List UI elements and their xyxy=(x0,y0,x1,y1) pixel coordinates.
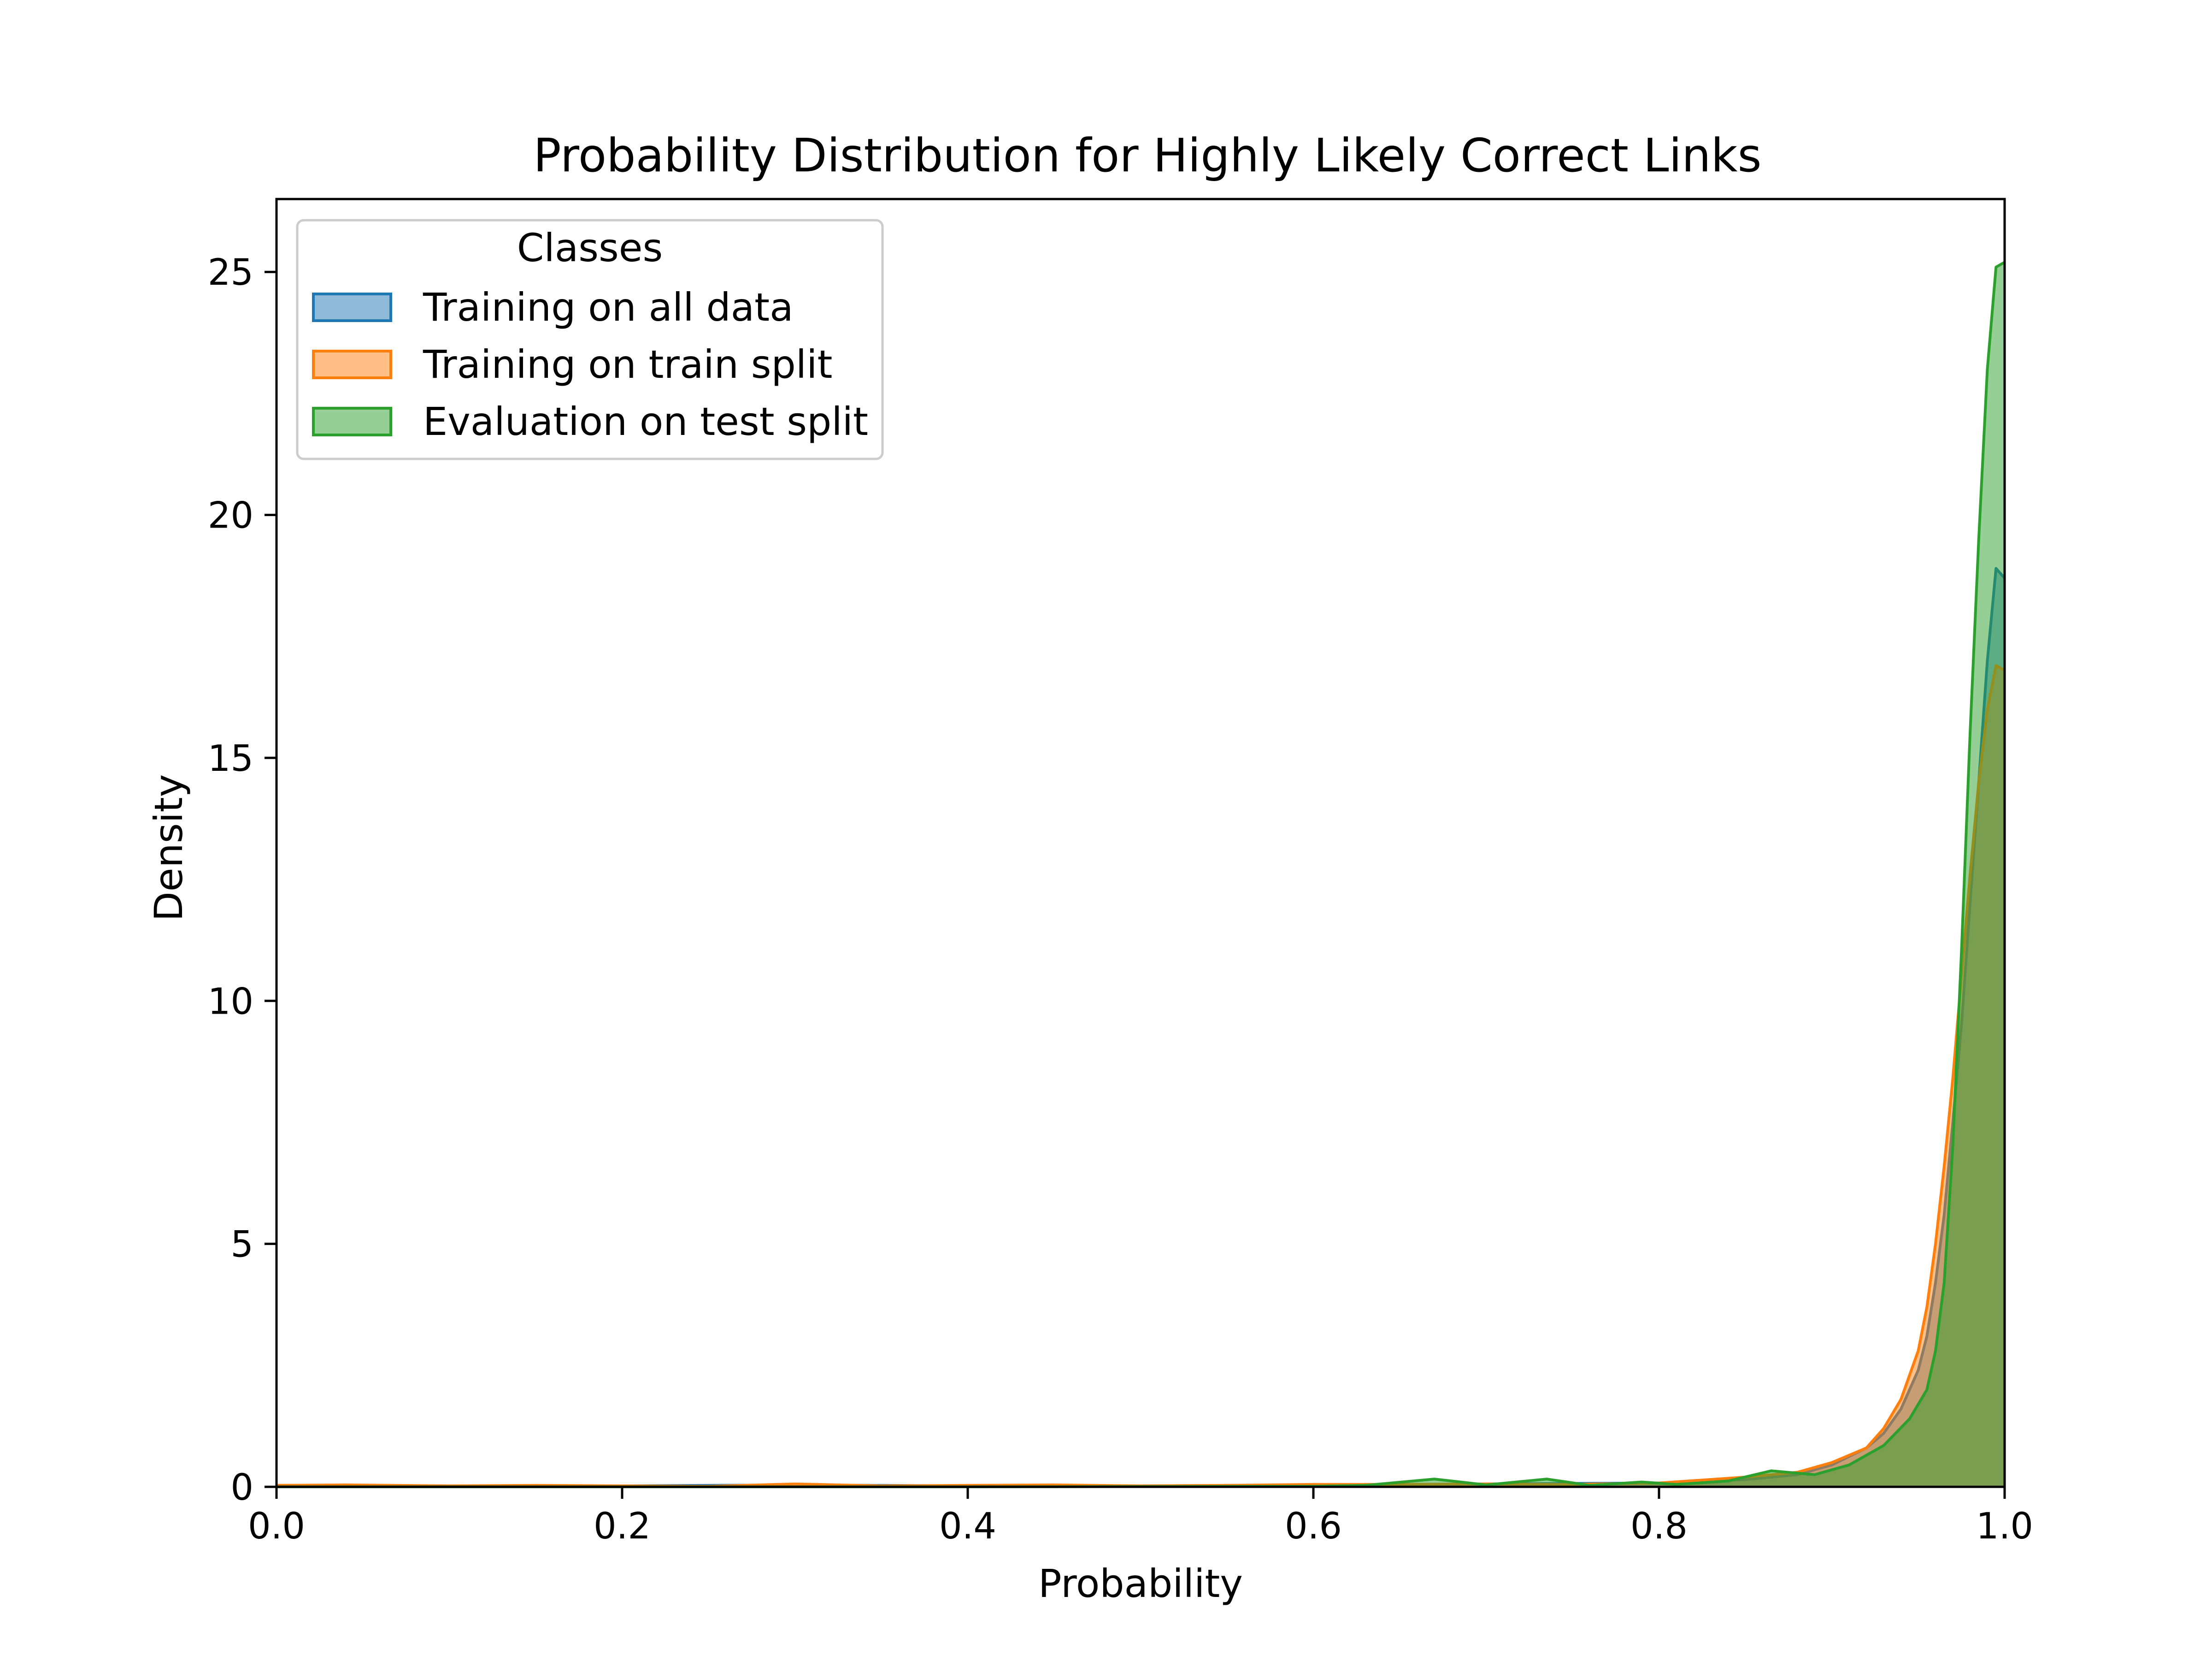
legend-swatch-3 xyxy=(312,407,392,436)
x-axis-ticks: 0.0 0.2 0.4 0.6 0.8 1.0 xyxy=(248,1487,2033,1547)
legend-label-1: Training on all data xyxy=(423,285,794,330)
y-axis-label: Density xyxy=(146,774,191,921)
x-tick-label: 0.8 xyxy=(1630,1506,1688,1547)
x-tick-label: 0.6 xyxy=(1285,1506,1342,1547)
y-tick-label: 25 xyxy=(208,252,253,293)
x-tick-label: 1.0 xyxy=(1976,1506,2033,1547)
y-tick-label: 15 xyxy=(208,738,253,780)
legend-swatch-2 xyxy=(312,350,392,379)
series-layer xyxy=(276,261,2006,1488)
series-line-3 xyxy=(276,261,2006,1488)
legend-entries: Training on all data Training on train sp… xyxy=(312,285,868,444)
y-tick-label: 0 xyxy=(230,1467,253,1508)
plot-frame xyxy=(275,198,2006,1488)
x-tick-label: 0.4 xyxy=(939,1506,996,1547)
legend-title: Classes xyxy=(517,225,663,270)
legend-frame xyxy=(296,219,884,460)
x-axis-label: Probability xyxy=(1038,1561,1243,1606)
y-axis-ticks: 0 5 10 15 20 25 xyxy=(208,252,276,1508)
legend-swatch-1 xyxy=(312,293,392,322)
y-tick-label: 5 xyxy=(230,1224,253,1266)
y-tick-label: 10 xyxy=(208,981,253,1022)
x-tick-label: 0.2 xyxy=(594,1506,651,1547)
legend-label-2: Training on train split xyxy=(423,342,832,387)
legend-label-3: Evaluation on test split xyxy=(423,399,868,444)
y-tick-label: 20 xyxy=(208,495,253,537)
chart-title: Probability Distribution for Highly Like… xyxy=(533,129,1761,182)
x-tick-label: 0.0 xyxy=(248,1506,305,1547)
